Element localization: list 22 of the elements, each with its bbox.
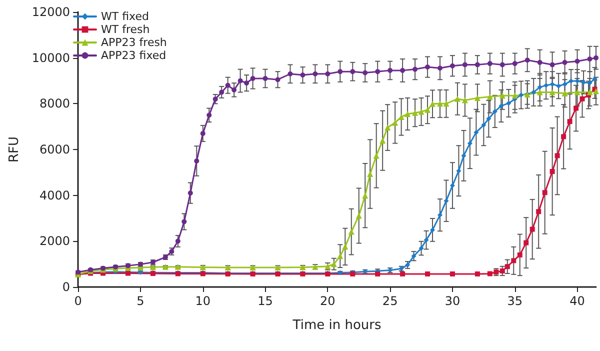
- legend-label: WT fixed: [101, 10, 149, 23]
- x-axis-title: Time in hours: [292, 318, 382, 333]
- y-tick-label: 6000: [40, 142, 70, 156]
- y-tick-label: 10000: [32, 50, 70, 65]
- x-tick-label: 25: [382, 294, 398, 308]
- y-tick-label: 2000: [40, 234, 70, 248]
- x-tick-label: 40: [570, 294, 585, 308]
- x-tick-label: 10: [195, 294, 211, 308]
- x-tick-label: 35: [507, 294, 523, 308]
- x-tick-label: 30: [444, 294, 460, 308]
- x-tick-label: 15: [258, 294, 273, 308]
- legend-label: APP23 fresh: [101, 36, 167, 49]
- x-tick-label: 20: [320, 294, 336, 308]
- legend-label: WT fresh: [101, 23, 150, 36]
- legend-label: APP23 fixed: [101, 49, 166, 62]
- y-tick-label: 0: [62, 280, 70, 294]
- y-tick-label: 8000: [40, 96, 70, 111]
- y-tick-label: 12000: [32, 5, 70, 19]
- x-tick-label: 0: [74, 294, 82, 308]
- x-tick-label: 5: [136, 294, 144, 308]
- y-tick-label: 4000: [40, 188, 70, 202]
- y-axis-title: RFU: [7, 136, 22, 163]
